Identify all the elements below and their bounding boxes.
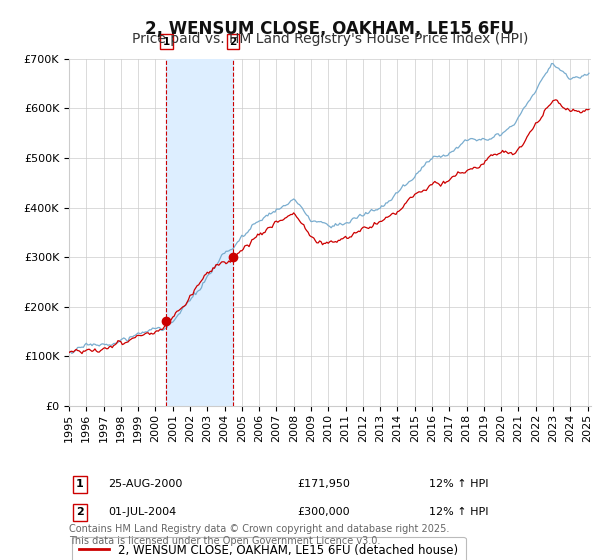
Text: Contains HM Land Registry data © Crown copyright and database right 2025.
This d: Contains HM Land Registry data © Crown c…	[69, 524, 449, 546]
Text: 1: 1	[163, 36, 170, 46]
Text: 12% ↑ HPI: 12% ↑ HPI	[429, 507, 488, 517]
Text: 2: 2	[230, 36, 237, 46]
Text: 01-JUL-2004: 01-JUL-2004	[108, 507, 176, 517]
Text: 1: 1	[76, 479, 83, 489]
Text: £300,000: £300,000	[297, 507, 350, 517]
Text: 12% ↑ HPI: 12% ↑ HPI	[429, 479, 488, 489]
Bar	[166, 59, 233, 406]
Text: 25-AUG-2000: 25-AUG-2000	[108, 479, 182, 489]
Text: 2: 2	[76, 507, 83, 517]
Text: Price paid vs. HM Land Registry's House Price Index (HPI): Price paid vs. HM Land Registry's House …	[132, 32, 528, 46]
Text: 2, WENSUM CLOSE, OAKHAM, LE15 6FU: 2, WENSUM CLOSE, OAKHAM, LE15 6FU	[145, 20, 515, 38]
Legend: 2, WENSUM CLOSE, OAKHAM, LE15 6FU (detached house), HPI: Average price, detached: 2, WENSUM CLOSE, OAKHAM, LE15 6FU (detac…	[72, 537, 466, 560]
Text: £171,950: £171,950	[297, 479, 350, 489]
